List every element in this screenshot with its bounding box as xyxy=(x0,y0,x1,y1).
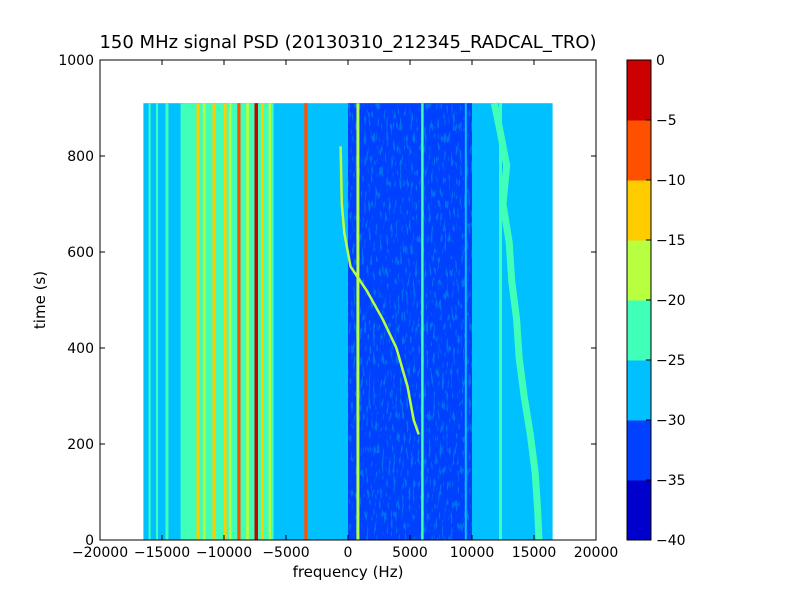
colorbar-segment-1 xyxy=(627,420,651,481)
colorbar-tick-label-7: −5 xyxy=(656,113,677,129)
y-tick-label-3: 600 xyxy=(67,245,94,261)
x-tick-label-0: −20000 xyxy=(72,545,128,561)
x-tick-label-6: 10000 xyxy=(450,545,495,561)
y-tick-label-5: 1000 xyxy=(58,53,94,69)
tone-1 xyxy=(156,103,159,540)
drifting-signal-wander xyxy=(490,102,543,540)
x-tick-label-3: −5000 xyxy=(262,545,309,561)
y-tick-label-1: 200 xyxy=(67,437,94,453)
x-tick-label-2: −10000 xyxy=(196,545,252,561)
noise-speckle xyxy=(348,103,472,540)
x-axis-label: frequency (Hz) xyxy=(293,563,404,581)
tone-4 xyxy=(202,103,206,540)
y-axis-label: time (s) xyxy=(31,271,49,329)
colorbar-segment-0 xyxy=(627,480,651,541)
colorbar-segment-2 xyxy=(627,360,651,421)
colorbar-tick-label-8: 0 xyxy=(656,53,665,69)
tone-7 xyxy=(228,103,232,540)
colorbar-segment-3 xyxy=(627,300,651,361)
tone-6 xyxy=(223,103,227,540)
colorbar-tick-label-1: −35 xyxy=(656,473,686,489)
colorbar-segment-6 xyxy=(627,120,651,181)
colorbar: −40 −35 −30 −25 −20 −15 −10 −5 0 xyxy=(626,53,686,549)
colorbar-tick-label-5: −15 xyxy=(656,233,686,249)
tone-3 xyxy=(196,103,200,540)
y-axis: 0 200 400 600 800 1000 xyxy=(58,53,596,549)
plot-frame xyxy=(99,59,597,541)
tone-0 xyxy=(148,103,151,540)
tone-8 xyxy=(237,103,241,540)
colorbar-tick-label-6: −10 xyxy=(656,173,686,189)
chart-title: 150 MHz signal PSD (20130310_212345_RADC… xyxy=(99,32,596,53)
tone-10 xyxy=(254,103,258,540)
colorbar-segment-4 xyxy=(627,240,651,301)
tone-16 xyxy=(464,103,467,540)
psd-heatmap xyxy=(143,102,553,540)
y-tick-label-4: 800 xyxy=(67,149,94,165)
y-tick-label-0: 0 xyxy=(85,533,94,549)
tone-5 xyxy=(212,103,216,540)
colorbar-tick-label-0: −40 xyxy=(656,533,686,549)
colorbar-tick-label-3: −25 xyxy=(656,353,686,369)
tone-13 xyxy=(304,103,308,540)
tone-9 xyxy=(246,103,249,540)
x-tick-label-8: 20000 xyxy=(574,545,619,561)
tone-11 xyxy=(260,103,264,540)
colorbar-segment-5 xyxy=(627,180,651,241)
x-tick-label-1: −15000 xyxy=(134,545,190,561)
tone-14 xyxy=(356,103,360,540)
drifting-signal-drift xyxy=(339,146,420,435)
y-tick-label-2: 400 xyxy=(67,341,94,357)
tone-17 xyxy=(499,103,503,540)
colorbar-segment-7 xyxy=(627,60,651,121)
colorbar-tick-label-4: −20 xyxy=(656,293,686,309)
tone-2 xyxy=(165,103,169,540)
tone-15 xyxy=(421,103,424,540)
x-axis: −20000 −15000 −10000 −5000 0 5000 10000 15000 20… xyxy=(72,60,618,561)
x-tick-label-5: 5000 xyxy=(392,545,428,561)
x-tick-label-7: 15000 xyxy=(512,545,557,561)
x-tick-label-4: 0 xyxy=(344,545,353,561)
tone-12 xyxy=(268,103,272,540)
colorbar-tick-label-2: −30 xyxy=(656,413,686,429)
